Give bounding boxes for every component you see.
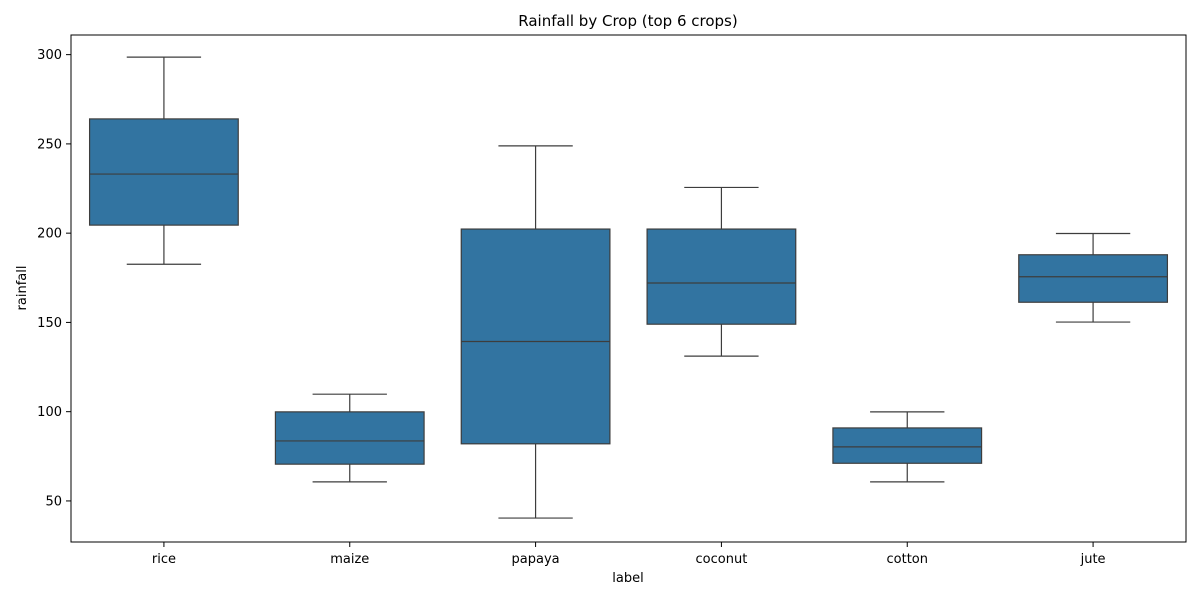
- box-papaya: [460, 145, 611, 519]
- x-axis-label: label: [612, 571, 643, 586]
- box-coconut: [646, 186, 797, 357]
- x-tick-label: papaya: [512, 552, 560, 567]
- x-tick-label: cotton: [887, 552, 929, 567]
- y-tick-label: 50: [45, 494, 62, 509]
- iqr-box: [460, 228, 611, 445]
- y-tick-label: 300: [37, 48, 62, 63]
- y-tick-label: 100: [37, 405, 62, 420]
- box-maize: [274, 393, 425, 483]
- y-axis: 50 100 150 200 250 300: [37, 48, 71, 509]
- iqr-box: [1018, 254, 1169, 303]
- x-tick-label: rice: [152, 552, 176, 567]
- iqr-box: [274, 411, 425, 465]
- plot-frame: [70, 34, 1187, 543]
- iqr-box: [832, 427, 983, 464]
- box-cotton: [832, 411, 983, 483]
- plot-area: [88, 56, 1169, 519]
- chart-title: Rainfall by Crop (top 6 crops): [518, 12, 737, 30]
- iqr-box: [88, 118, 239, 226]
- y-tick-label: 250: [37, 137, 62, 152]
- box-jute: [1018, 232, 1169, 323]
- y-tick-label: 150: [37, 316, 62, 331]
- y-axis-label: rainfall: [15, 266, 30, 311]
- x-tick-label: jute: [1080, 552, 1106, 567]
- x-axis: rice maize papaya coconut cotton jute: [152, 542, 1106, 567]
- x-tick-label: coconut: [696, 552, 748, 567]
- x-tick-label: maize: [330, 552, 369, 567]
- box-rice: [88, 56, 239, 265]
- y-tick-label: 200: [37, 227, 62, 242]
- iqr-box: [646, 228, 797, 325]
